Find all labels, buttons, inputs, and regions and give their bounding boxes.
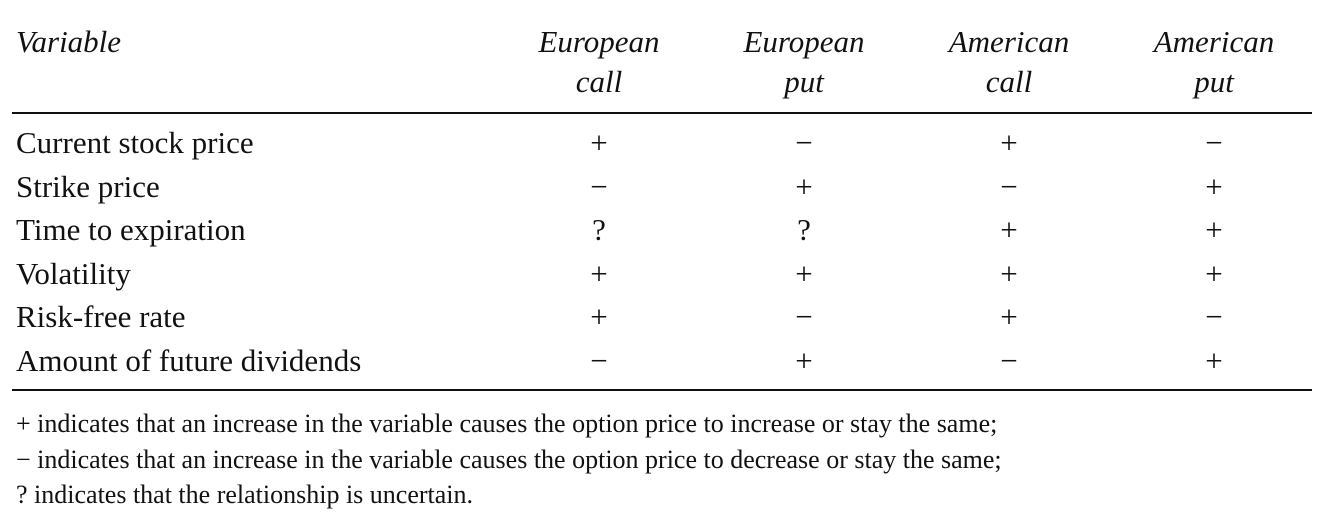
note-plus: + indicates that an increase in the vari…: [16, 409, 998, 438]
header-line1: European: [538, 24, 660, 59]
header-variable: Variable: [16, 24, 122, 59]
header-rule: [12, 112, 1312, 114]
header-line2: call: [575, 64, 623, 99]
footer-rule: [12, 389, 1312, 391]
cell-european-put: ?: [797, 212, 811, 247]
cell-european-call: ?: [592, 212, 606, 247]
cell-european-put: +: [795, 256, 813, 291]
table-row: Time to expiration ? ? + +: [0, 208, 1327, 252]
cell-american-call: +: [1000, 212, 1018, 247]
cell-european-call: +: [590, 299, 608, 334]
cell-american-put: −: [1205, 299, 1223, 334]
row-label: Amount of future dividends: [16, 343, 362, 378]
cell-american-put: +: [1205, 343, 1223, 378]
note-question: ? indicates that the relationship is unc…: [16, 480, 474, 509]
cell-american-put: +: [1205, 212, 1223, 247]
cell-american-put: +: [1205, 256, 1223, 291]
cell-american-call: +: [1000, 256, 1018, 291]
row-label: Volatility: [16, 256, 131, 291]
header-line1: American: [948, 24, 1070, 59]
row-label: Time to expiration: [16, 212, 246, 247]
table-row: Amount of future dividends − + − +: [0, 339, 1327, 383]
cell-american-call: −: [1000, 169, 1018, 204]
table-row: Strike price − + − +: [0, 165, 1327, 209]
row-label: Risk-free rate: [16, 299, 186, 334]
cell-european-put: −: [795, 299, 813, 334]
cell-european-call: +: [590, 125, 608, 160]
note-minus: − indicates that an increase in the vari…: [16, 445, 1002, 474]
header-european-call: European call: [499, 22, 699, 102]
cell-american-call: +: [1000, 299, 1018, 334]
cell-european-put: +: [795, 169, 813, 204]
header-line1: American: [1153, 24, 1275, 59]
cell-european-call: +: [590, 256, 608, 291]
cell-european-call: −: [590, 343, 608, 378]
header-line1: European: [743, 24, 865, 59]
cell-european-call: −: [590, 169, 608, 204]
header-line2: put: [1194, 64, 1234, 99]
header-line2: put: [784, 64, 824, 99]
cell-european-put: +: [795, 343, 813, 378]
cell-american-call: −: [1000, 343, 1018, 378]
row-label: Current stock price: [16, 125, 254, 160]
cell-european-put: −: [795, 125, 813, 160]
cell-american-put: +: [1205, 169, 1223, 204]
table-row: Volatility + + + +: [0, 252, 1327, 296]
cell-american-call: +: [1000, 125, 1018, 160]
row-label: Strike price: [16, 169, 160, 204]
cell-american-put: −: [1205, 125, 1223, 160]
header-american-put: American put: [1114, 22, 1314, 102]
header-european-put: European put: [704, 22, 904, 102]
table-row: Risk-free rate + − + −: [0, 295, 1327, 339]
header-line2: call: [985, 64, 1033, 99]
table-row: Current stock price + − + −: [0, 121, 1327, 165]
header-american-call: American call: [909, 22, 1109, 102]
